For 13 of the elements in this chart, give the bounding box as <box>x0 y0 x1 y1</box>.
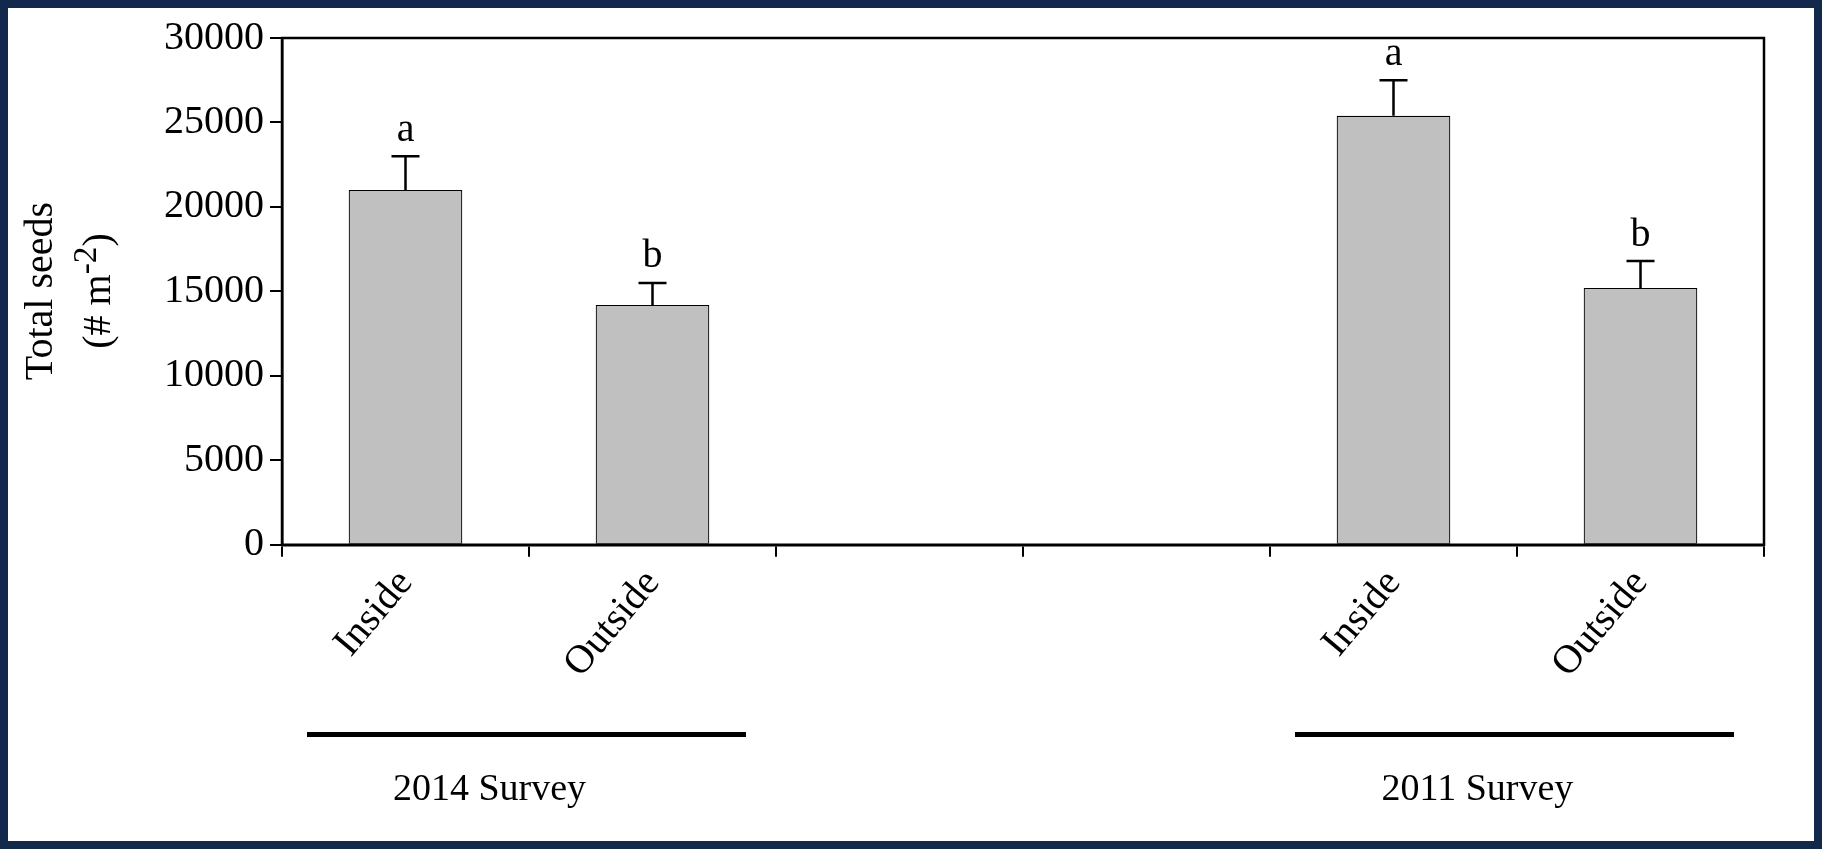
y-tick-label: 25000 <box>164 96 264 142</box>
annotation: a <box>396 104 415 150</box>
text: 2011 Survey <box>1381 764 1574 809</box>
y-tick-label: 10000 <box>164 350 264 396</box>
annotation: b <box>642 231 663 277</box>
y-tick-label: 20000 <box>164 181 264 227</box>
y-tick-label: 15000 <box>164 265 264 311</box>
annotation: b <box>1630 209 1651 255</box>
y-tick-label: 30000 <box>164 12 264 58</box>
text: 2014 Survey <box>392 764 587 809</box>
y-tick-label: 0 <box>244 519 264 565</box>
annotation: a <box>1384 28 1403 74</box>
y-tick-label: 5000 <box>184 434 264 480</box>
